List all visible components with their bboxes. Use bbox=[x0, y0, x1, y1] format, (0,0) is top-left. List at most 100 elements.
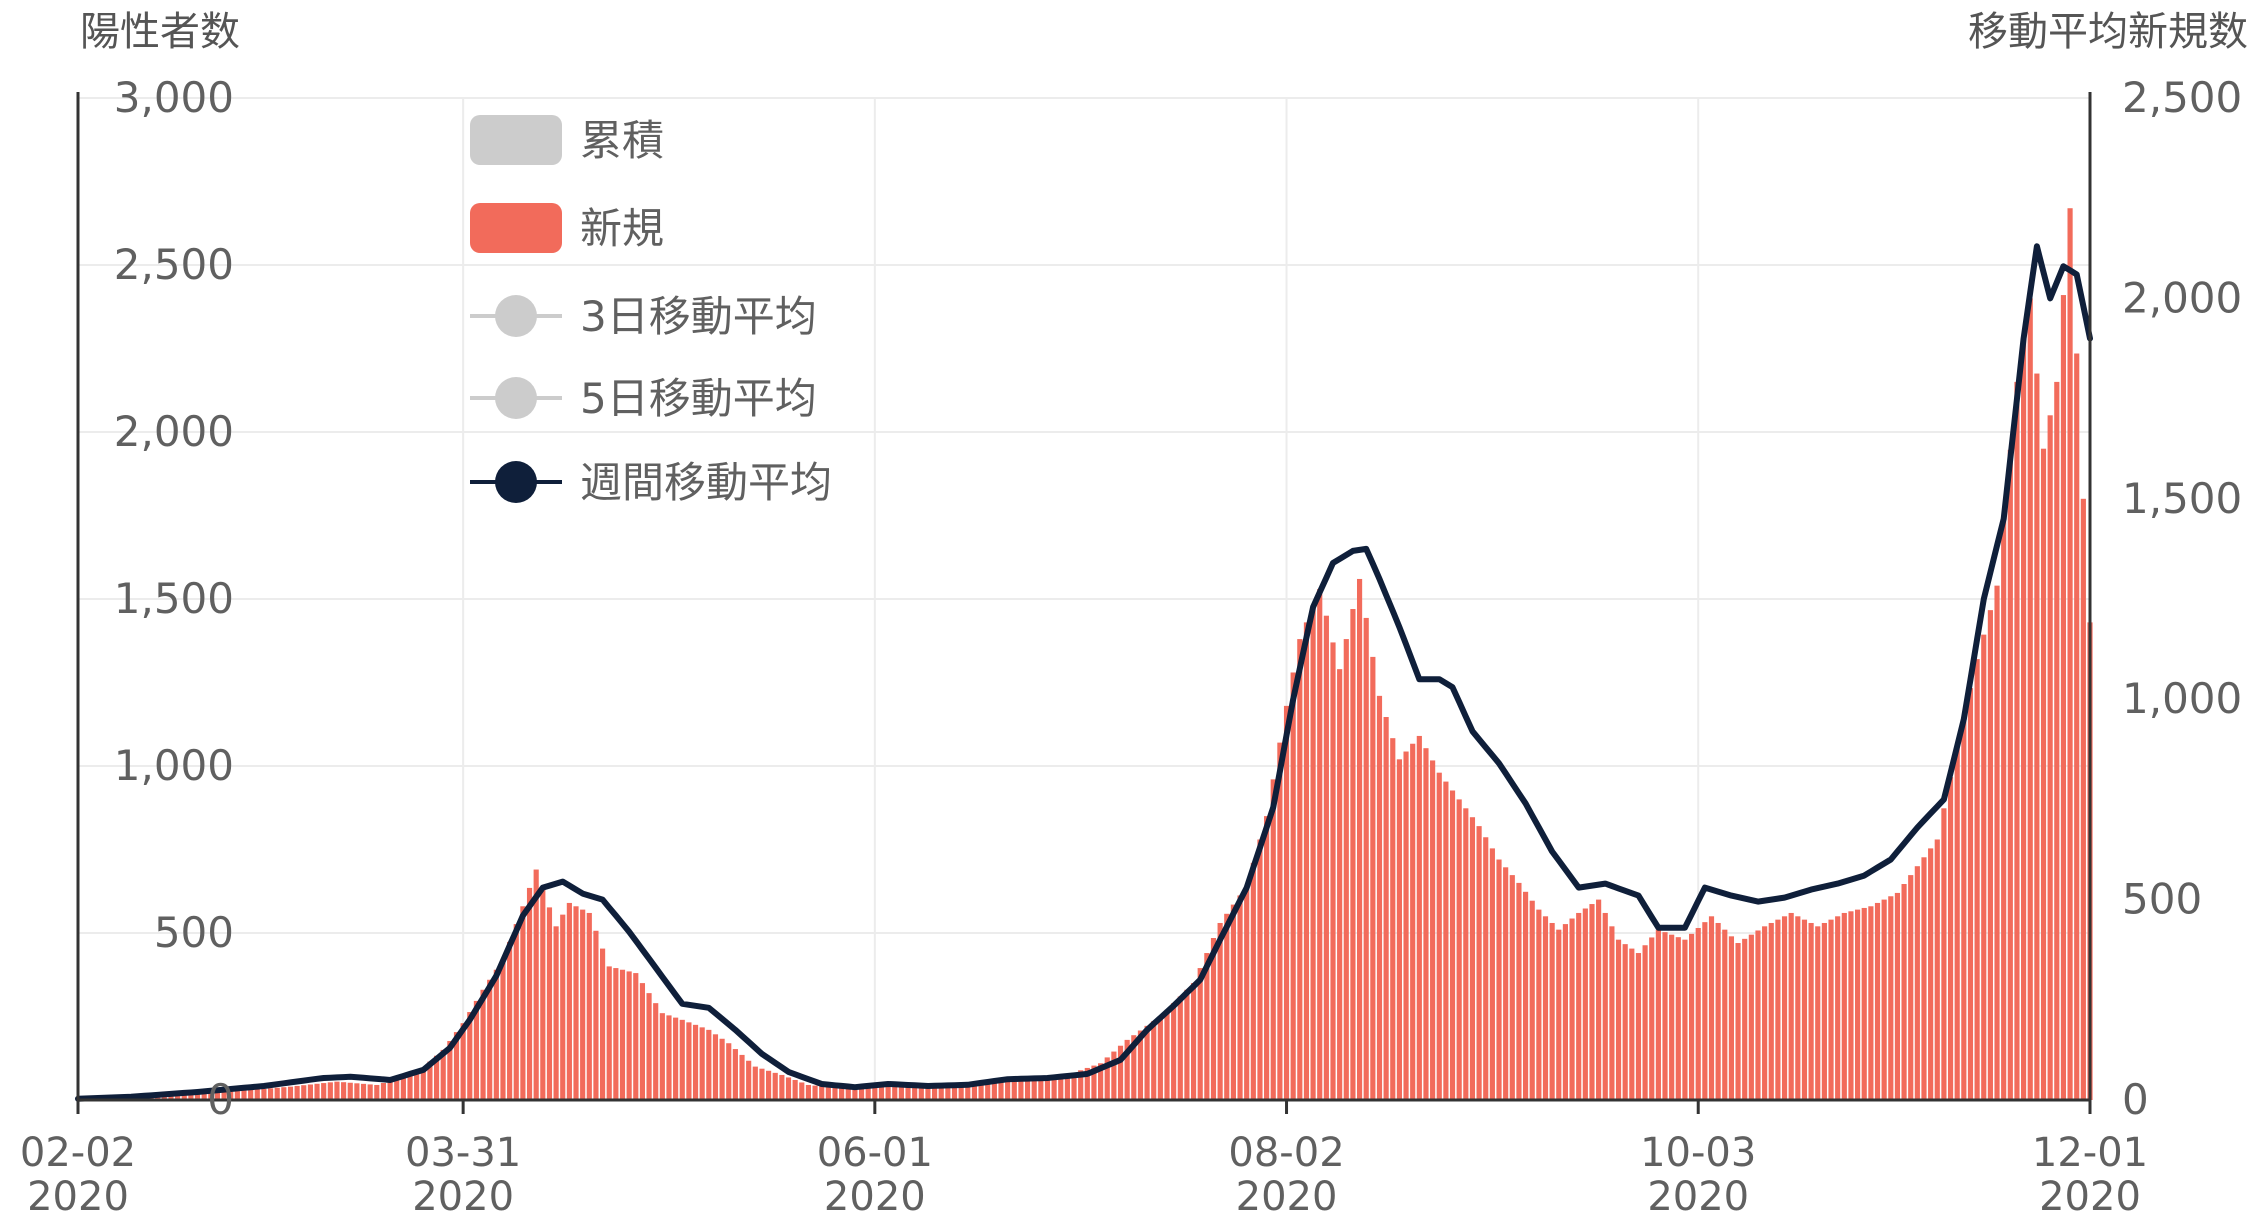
bar-new-cases[interactable] bbox=[1483, 837, 1489, 1100]
bar-new-cases[interactable] bbox=[1914, 866, 1920, 1100]
bar-new-cases[interactable] bbox=[1250, 862, 1256, 1100]
bar-new-cases[interactable] bbox=[367, 1084, 373, 1100]
bar-new-cases[interactable] bbox=[759, 1068, 765, 1100]
bar-new-cases[interactable] bbox=[1808, 922, 1814, 1100]
bar-new-cases[interactable] bbox=[1987, 610, 1993, 1100]
bar-new-cases[interactable] bbox=[1835, 916, 1841, 1100]
bar-new-cases[interactable] bbox=[553, 926, 559, 1100]
bar-new-cases[interactable] bbox=[1297, 639, 1303, 1100]
bar-new-cases[interactable] bbox=[1974, 659, 1980, 1100]
bar-new-cases[interactable] bbox=[228, 1091, 234, 1100]
bar-new-cases[interactable] bbox=[1569, 918, 1575, 1100]
bar-new-cases[interactable] bbox=[1237, 895, 1243, 1100]
bar-new-cases[interactable] bbox=[938, 1084, 944, 1100]
bar-new-cases[interactable] bbox=[400, 1077, 406, 1100]
bar-new-cases[interactable] bbox=[706, 1029, 712, 1100]
bar-new-cases[interactable] bbox=[188, 1093, 194, 1100]
bar-new-cases[interactable] bbox=[1303, 622, 1310, 1100]
line-series-weekly-ma[interactable] bbox=[75, 243, 2093, 1102]
bar-new-cases[interactable] bbox=[752, 1066, 758, 1100]
bar-new-cases[interactable] bbox=[473, 1000, 479, 1100]
bar-new-cases[interactable] bbox=[1363, 617, 1369, 1100]
bar-new-cases[interactable] bbox=[1005, 1081, 1011, 1100]
bar-new-cases[interactable] bbox=[1908, 875, 1914, 1100]
bar-new-cases[interactable] bbox=[201, 1092, 207, 1100]
bar-new-cases[interactable] bbox=[766, 1070, 772, 1100]
bar-new-cases[interactable] bbox=[1576, 912, 1582, 1100]
bar-new-cases[interactable] bbox=[1283, 705, 1290, 1100]
bar-new-cases[interactable] bbox=[1934, 839, 1940, 1100]
bar-new-cases[interactable] bbox=[1615, 939, 1622, 1100]
bar-new-cases[interactable] bbox=[274, 1087, 280, 1100]
bar-new-cases[interactable] bbox=[480, 989, 486, 1100]
bar-new-cases[interactable] bbox=[812, 1085, 818, 1100]
bar-new-cases[interactable] bbox=[321, 1083, 327, 1100]
bar-new-cases[interactable] bbox=[181, 1093, 187, 1100]
bar-new-cases[interactable] bbox=[1562, 924, 1569, 1100]
bar-new-cases[interactable] bbox=[1781, 916, 1788, 1100]
bar-new-cases[interactable] bbox=[175, 1094, 181, 1100]
bar-new-cases[interactable] bbox=[1589, 904, 1595, 1100]
bar-new-cases[interactable] bbox=[998, 1081, 1004, 1100]
bar-new-cases[interactable] bbox=[726, 1043, 732, 1100]
bar-new-cases[interactable] bbox=[1011, 1080, 1017, 1100]
bar-new-cases[interactable] bbox=[1689, 933, 1695, 1100]
bar-new-cases[interactable] bbox=[1376, 695, 1383, 1100]
bar-new-cases[interactable] bbox=[1383, 717, 1389, 1100]
bar-new-cases[interactable] bbox=[394, 1079, 400, 1100]
bar-new-cases[interactable] bbox=[1947, 777, 1954, 1100]
bar-new-cases[interactable] bbox=[1230, 904, 1236, 1100]
bar-new-cases[interactable] bbox=[1190, 983, 1197, 1100]
bar-new-cases[interactable] bbox=[1058, 1075, 1064, 1100]
bar-new-cases[interactable] bbox=[1157, 1016, 1163, 1101]
bar-new-cases[interactable] bbox=[573, 906, 579, 1100]
bar-new-cases[interactable] bbox=[1018, 1079, 1024, 1100]
bar-new-cases[interactable] bbox=[1596, 899, 1602, 1100]
bar-new-cases[interactable] bbox=[1024, 1079, 1031, 1100]
bar-new-cases[interactable] bbox=[1815, 926, 1821, 1100]
bar-new-cases[interactable] bbox=[1410, 743, 1416, 1100]
bar-new-cases[interactable] bbox=[1416, 735, 1422, 1100]
bar-new-cases[interactable] bbox=[1423, 748, 1429, 1100]
bar-new-cases[interactable] bbox=[805, 1084, 812, 1100]
bar-new-cases[interactable] bbox=[281, 1087, 287, 1100]
bar-new-cases[interactable] bbox=[214, 1092, 221, 1100]
bar-new-cases[interactable] bbox=[1390, 738, 1396, 1100]
bar-new-cases[interactable] bbox=[500, 959, 506, 1100]
bar-new-cases[interactable] bbox=[932, 1084, 938, 1100]
bar-new-cases[interactable] bbox=[341, 1082, 347, 1100]
bar-new-cases[interactable] bbox=[1662, 932, 1668, 1100]
bar-new-cases[interactable] bbox=[1582, 908, 1588, 1100]
bar-new-cases[interactable] bbox=[1821, 922, 1827, 1100]
bar-new-cases[interactable] bbox=[699, 1027, 705, 1100]
bar-new-cases[interactable] bbox=[1994, 585, 2000, 1100]
bar-new-cases[interactable] bbox=[1224, 913, 1230, 1100]
bar-new-cases[interactable] bbox=[1735, 943, 1741, 1100]
bar-new-cases[interactable] bbox=[613, 968, 619, 1100]
bar-new-cases[interactable] bbox=[1051, 1076, 1057, 1100]
bar-new-cases[interactable] bbox=[2080, 498, 2086, 1100]
bar-new-cases[interactable] bbox=[1722, 929, 1728, 1100]
bar-new-cases[interactable] bbox=[1197, 968, 1203, 1100]
bar-new-cases[interactable] bbox=[1695, 927, 1701, 1100]
bar-new-cases[interactable] bbox=[1264, 816, 1270, 1100]
bar-new-cases[interactable] bbox=[1848, 911, 1854, 1100]
bar-new-cases[interactable] bbox=[241, 1090, 247, 1100]
legend-item[interactable]: 5日移動平均 bbox=[470, 374, 817, 423]
bar-new-cases[interactable] bbox=[2007, 449, 2013, 1100]
bar-new-cases[interactable] bbox=[1131, 1035, 1137, 1100]
bar-new-cases[interactable] bbox=[487, 979, 493, 1100]
bar-new-cases[interactable] bbox=[1111, 1051, 1117, 1100]
legend-item[interactable]: 3日移動平均 bbox=[470, 292, 817, 341]
bar-new-cases[interactable] bbox=[1091, 1065, 1097, 1100]
bar-new-cases[interactable] bbox=[692, 1024, 699, 1100]
bar-new-cases[interactable] bbox=[1602, 912, 1608, 1100]
bar-new-cases[interactable] bbox=[453, 1032, 460, 1100]
bar-new-cases[interactable] bbox=[1317, 588, 1323, 1100]
bar-new-cases[interactable] bbox=[2054, 381, 2060, 1100]
bar-new-cases[interactable] bbox=[580, 909, 586, 1100]
bar-new-cases[interactable] bbox=[673, 1017, 679, 1100]
bar-new-cases[interactable] bbox=[1164, 1009, 1170, 1100]
legend-item[interactable]: 新規 bbox=[470, 203, 664, 253]
bar-new-cases[interactable] bbox=[1330, 642, 1336, 1100]
